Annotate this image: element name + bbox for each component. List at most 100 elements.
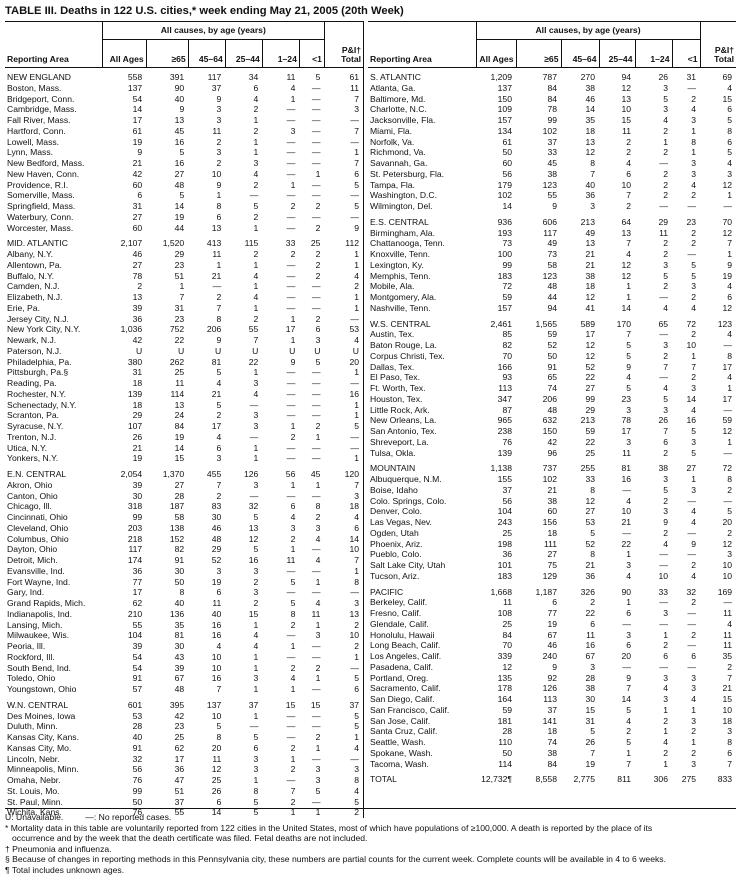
cell-pi-total: 1 — [727, 249, 733, 259]
cell-under-1: — — [311, 179, 321, 190]
cell-65-plus: 5 — [179, 190, 185, 201]
cell-65-plus: 19 — [547, 618, 557, 629]
table-row: Boston, Mass. 137 90 37 6 4 — 11 — [5, 83, 364, 94]
cell-all-ages: 30 — [132, 490, 143, 501]
cell-65-plus: 138 — [169, 522, 185, 533]
cell-pi-total: 112 — [345, 238, 359, 249]
cell-pi-total: 3 — [727, 549, 733, 560]
cell-45-64: 10 — [211, 651, 222, 662]
cell-45-64: 29 — [211, 544, 222, 555]
cell-45-64: 213 — [580, 415, 595, 426]
cell-25-44: 10 — [621, 104, 631, 115]
cell-1-24: — — [286, 168, 296, 179]
cell-pi-total: 7 — [354, 125, 359, 136]
cell-65-plus: 9 — [552, 661, 557, 672]
cell-65-plus: 156 — [542, 517, 557, 527]
cell-65-plus: 187 — [169, 501, 185, 512]
cell-65-plus: 126 — [542, 683, 557, 694]
cell-65-plus: 38 — [547, 747, 557, 758]
cell-all-ages: 60 — [132, 222, 143, 233]
cell-pi-total: 4 — [727, 372, 733, 383]
cell-under-1: 1 — [315, 431, 321, 442]
cell-pi-total: 18 — [722, 715, 733, 726]
table-row: Kansas City, Mo. 91 62 20 6 2 1 4 — [5, 743, 364, 754]
cell-25-44: 55 — [248, 324, 259, 335]
cell-all-ages: 70 — [502, 640, 512, 651]
cell-area: Springfield, Mass. — [7, 201, 76, 211]
cell-45-64: 52 — [211, 555, 222, 565]
cell-25-44: 3 — [253, 378, 259, 388]
table-row: Indianapolis, Ind. 210 136 40 15 8 11 13 — [5, 609, 364, 620]
cell-1-24: 4 — [663, 383, 668, 393]
cell-45-64: 22 — [585, 372, 595, 383]
cell-25-44: 10 — [621, 179, 631, 190]
cell-pi-total: — — [350, 313, 359, 324]
cell-under-1: — — [311, 136, 321, 147]
cell-under-1: 2 — [315, 249, 321, 259]
table-row: Wilmington, Del. 14 9 3 2 — — — — [368, 201, 736, 212]
cell-area: New York City, N.Y. — [7, 324, 81, 335]
region-row: TOTAL 12,732¶ 8,558 2,775 811 306 275 833 — [368, 769, 736, 785]
cell-area: Boston, Mass. — [7, 82, 62, 93]
cell-1-24: 5 — [663, 484, 668, 495]
cell-area: San Francisco, Calif. — [370, 704, 450, 715]
cell-1-24: 15 — [285, 699, 296, 710]
cell-45-64: 9 — [216, 335, 222, 345]
cell-1-24: 65 — [658, 318, 668, 329]
cell-45-64: 9 — [216, 179, 222, 190]
cell-pi-total: 12 — [722, 227, 733, 238]
cell-1-24: 4 — [663, 538, 668, 549]
cell-65-plus: 1,370 — [162, 469, 185, 479]
cell-all-ages: 87 — [502, 404, 512, 415]
cell-area: Lynn, Mass. — [7, 147, 54, 158]
cell-all-ages: 77 — [132, 576, 143, 587]
cell-25-44: 13 — [248, 522, 259, 533]
cell-under-1: 1 — [315, 742, 321, 753]
cell-pi-total: — — [723, 340, 733, 350]
cell-65-plus: 55 — [174, 807, 185, 818]
cell-45-64: 413 — [206, 238, 222, 249]
cell-under-1: — — [311, 93, 321, 104]
cell-45-64: 48 — [211, 533, 222, 544]
cell-45-64: 40 — [585, 179, 595, 190]
cell-area: Sacramento, Calif. — [370, 683, 441, 694]
cell-all-ages: 99 — [132, 512, 143, 522]
cell-all-ages: 12 — [502, 661, 512, 672]
cell-1-24: 6 — [663, 436, 668, 447]
cell-25-44: 7 — [626, 758, 631, 769]
cell-pi-total: 5 — [727, 147, 733, 158]
cell-all-ages: 1,209 — [490, 72, 512, 82]
cell-all-ages: 19 — [132, 136, 143, 147]
cell-pi-total: 21 — [722, 683, 733, 694]
cell-all-ages: 193 — [497, 227, 512, 238]
cell-all-ages: 21 — [132, 442, 143, 453]
cell-under-1: 10 — [686, 340, 697, 350]
cell-65-plus: 1 — [179, 281, 185, 292]
cell-25-44: 22 — [621, 538, 631, 549]
cell-1-24: 4 — [290, 512, 296, 522]
cell-65-plus: 21 — [547, 484, 557, 495]
cell-45-64: 7 — [216, 479, 222, 490]
cell-all-ages: 46 — [132, 249, 143, 259]
cell-25-44: 3 — [253, 753, 259, 764]
cell-all-ages: 164 — [497, 694, 512, 704]
cell-45-64: 9 — [216, 93, 222, 104]
table-row: Birmingham, Ala. 193 117 49 13 11 2 12 — [368, 228, 736, 239]
cell-all-ages: 17 — [132, 587, 143, 598]
cell-all-ages: 113 — [498, 383, 512, 393]
cell-25-44: 2 — [626, 147, 631, 158]
cell-45-64: 2 — [216, 410, 222, 421]
cell-65-plus: 28 — [174, 490, 185, 501]
table-row: Portland, Oreg. 135 92 28 9 3 3 7 — [368, 673, 736, 684]
cell-65-plus: 39 — [174, 662, 185, 673]
cell-25-44: 126 — [243, 469, 259, 479]
cell-1-24: — — [286, 565, 296, 576]
cell-45-64: 4 — [216, 378, 222, 388]
cell-25-44: 1 — [253, 259, 259, 270]
cell-25-44: 3 — [253, 421, 259, 431]
cell-all-ages: 1,036 — [120, 324, 143, 335]
col-65-plus: ≥65 — [515, 39, 561, 68]
cell-1-24: 2 — [663, 281, 668, 292]
table-row: Shreveport, La. 76 42 22 3 6 3 1 — [368, 437, 736, 448]
cell-all-ages: 134 — [497, 125, 512, 136]
